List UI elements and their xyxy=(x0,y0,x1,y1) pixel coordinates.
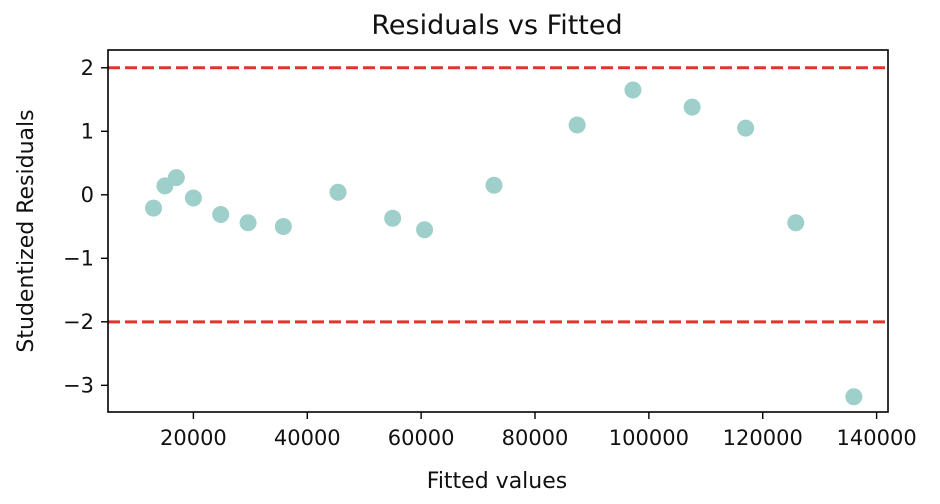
data-point-11 xyxy=(485,176,503,194)
data-point-6 xyxy=(239,214,257,232)
x-tick-label: 120000 xyxy=(723,426,803,450)
data-point-12 xyxy=(568,116,586,134)
x-tick-label: 60000 xyxy=(388,426,455,450)
y-tick-label: −2 xyxy=(63,310,94,334)
reference-lines xyxy=(108,66,888,324)
data-point-13 xyxy=(624,81,642,99)
data-point-1 xyxy=(145,199,163,217)
data-point-8 xyxy=(329,183,347,201)
y-tick-label: −1 xyxy=(63,246,94,270)
data-point-7 xyxy=(274,218,292,236)
data-point-17 xyxy=(845,388,863,406)
data-point-15 xyxy=(737,119,755,137)
x-axis-ticks: 20000 40000 60000 80000 100000 120000 140000 xyxy=(160,412,917,450)
y-axis-ticks: 2 1 0 −1 −2 −3 xyxy=(63,56,108,397)
data-point-16 xyxy=(787,214,805,232)
x-axis-label: Fitted values xyxy=(427,469,567,494)
data-point-10 xyxy=(416,221,434,239)
data-point-5 xyxy=(212,205,230,223)
chart-title: Residuals vs Fitted xyxy=(371,10,622,41)
y-tick-label: 1 xyxy=(81,119,94,143)
x-tick-label: 40000 xyxy=(274,426,341,450)
data-point-3 xyxy=(167,169,185,187)
x-tick-label: 140000 xyxy=(837,426,917,450)
y-tick-label: 2 xyxy=(81,56,94,80)
y-tick-label: −3 xyxy=(63,373,94,397)
y-axis-label: Studentized Residuals xyxy=(14,109,39,352)
data-point-14 xyxy=(683,98,701,116)
data-point-4 xyxy=(184,189,202,207)
x-tick-label: 100000 xyxy=(609,426,689,450)
plot-frame xyxy=(107,49,889,413)
y-tick-label: 0 xyxy=(81,183,94,207)
data-point-9 xyxy=(384,209,402,227)
data-points xyxy=(145,81,863,406)
x-tick-label: 80000 xyxy=(502,426,569,450)
x-tick-label: 20000 xyxy=(160,426,227,450)
